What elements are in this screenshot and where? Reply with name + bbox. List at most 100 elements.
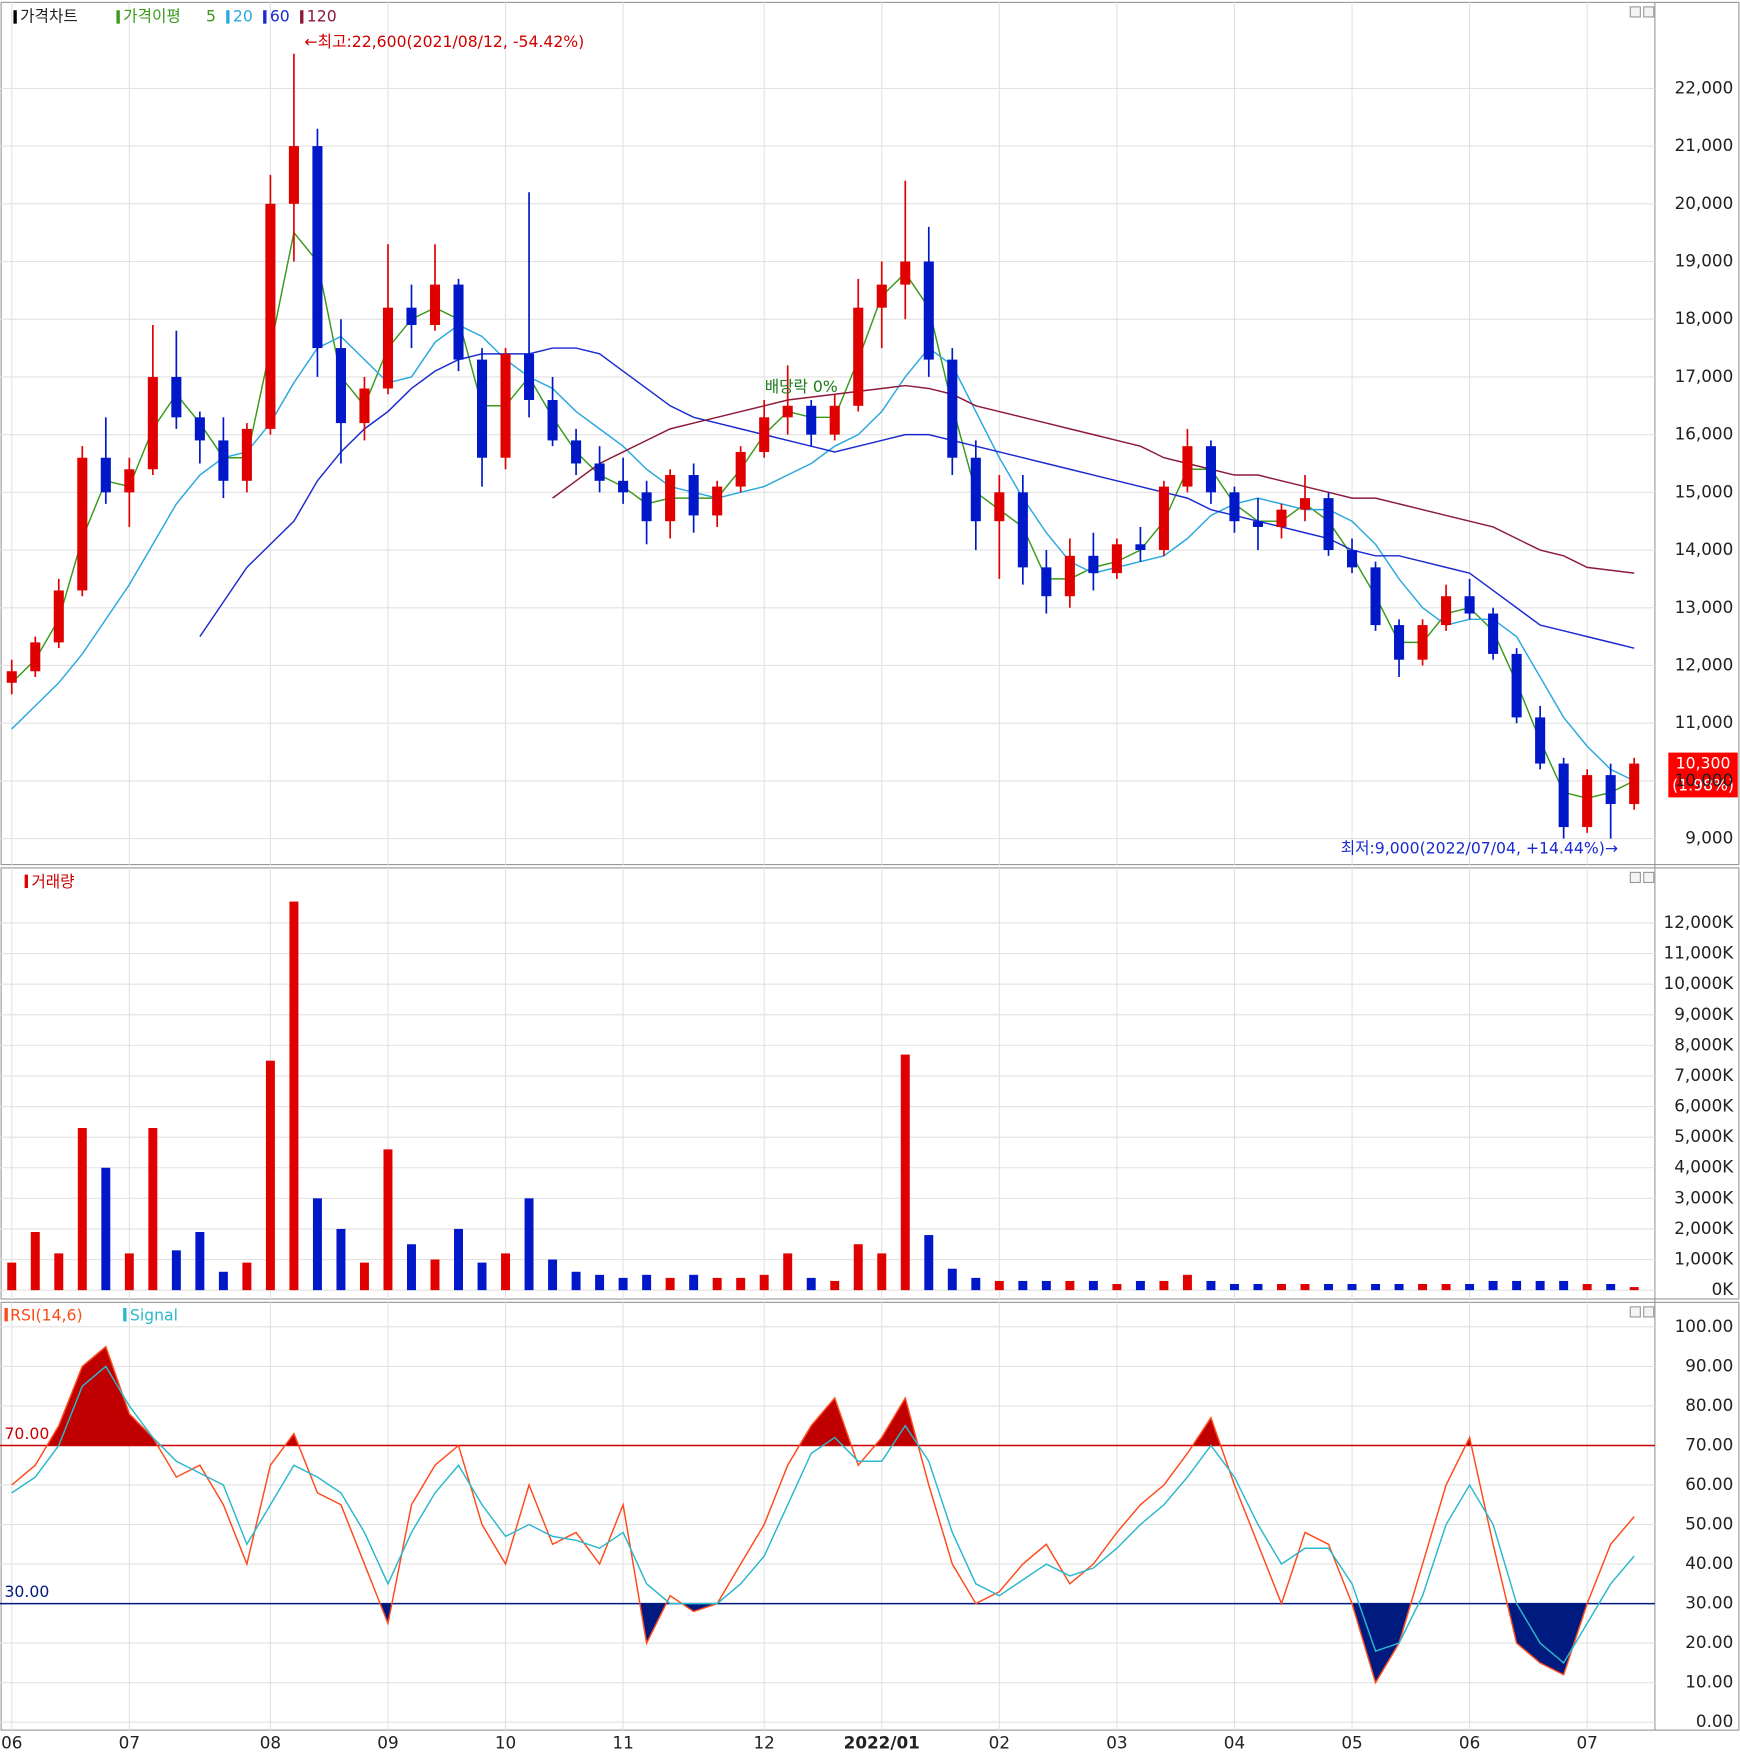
moving-average [552,384,1635,574]
volume-bar [900,1054,910,1291]
y-tick-label: 13,000 [1675,597,1734,617]
volume-bar [665,1277,675,1291]
candle-body [124,469,135,493]
volume-bar [1088,1280,1098,1291]
volume-bar [1206,1280,1216,1291]
y-tick-label: 22,000 [1675,77,1734,97]
volume-bar [1277,1284,1286,1291]
panel-button [1629,1306,1641,1318]
volume-bar [195,1232,205,1291]
volume-bar [736,1277,746,1291]
legend: 가격차트 가격이평 5 20 60 120 거래량 RSI(14,6) Sign… [4,6,337,1324]
price-tag-value: 10,300 [1676,753,1731,772]
volume-bar [1488,1280,1498,1291]
volume-bar [783,1253,793,1291]
x-tick-label: 12 [754,1733,775,1753]
y-tick-label: 1,000K [1674,1249,1734,1269]
volume-bar [994,1280,1004,1291]
y-tick-label: 10,000 [1675,770,1734,790]
volume-bar [1559,1280,1569,1291]
volume-bar [1582,1284,1592,1291]
panel-button [1643,6,1655,18]
y-tick-label: 7,000K [1674,1065,1734,1085]
high-annotation: ←최고:22,600(2021/08/12, -54.42%) [305,32,585,51]
volume-panel [0,867,1740,1300]
y-tick-label: 40.00 [1685,1553,1733,1573]
volume-bar [1159,1280,1169,1291]
moving-average [11,324,1635,782]
volume-bar [806,1277,816,1291]
volume-bar [477,1262,487,1291]
volume-bar [924,1235,934,1291]
legend-icon [24,874,28,889]
candle-body [1511,653,1522,718]
volume-bar [1300,1284,1310,1291]
candle-body [241,428,252,481]
y-tick-label: 3,000K [1674,1187,1734,1207]
candle-body [806,405,817,435]
x-tick-label: 06 [1,1733,22,1753]
candle-body [500,353,511,458]
volume-bar [712,1277,722,1291]
candle-body [53,590,64,643]
y-tick-label: 12,000 [1675,654,1734,674]
y-tick-label: 10,000K [1664,973,1735,993]
panel-button [1629,6,1641,18]
y-tick-label: 100.00 [1675,1316,1734,1336]
volume-bar [1418,1284,1428,1291]
x-tick-label: 10 [495,1733,516,1753]
volume-bar [1371,1284,1381,1291]
y-tick-label: 9,000K [1674,1004,1734,1024]
candle-body [923,261,934,360]
legend-entry: 5 [206,6,216,25]
candle-body [547,400,558,441]
volume-bar [407,1244,416,1291]
volume-bar [171,1250,181,1291]
volume-bar [242,1262,252,1291]
y-tick-label: 20.00 [1685,1632,1733,1652]
y-tick-label: 0K [1712,1279,1735,1299]
volume-bar [289,901,299,1291]
x-tick-label: 06 [1459,1733,1480,1753]
x-tick-label: 2022/01 [844,1733,920,1753]
candle-body [359,388,370,424]
x-tick-label: 05 [1341,1733,1362,1753]
candle-body [218,440,229,481]
volume-bar [1512,1280,1522,1291]
candle-body [1111,544,1122,574]
volume-bar [430,1259,440,1291]
x-tick-label: 08 [260,1733,281,1753]
volume-bar [1229,1284,1239,1291]
low-annotation: 최저:9,000(2022/07/04, +14.44%)→ [1341,838,1618,857]
candle-body [853,307,864,406]
candle-body [524,353,535,401]
legend-entry: 120 [307,6,337,25]
legend-icon [300,10,304,24]
candle-body [30,642,41,672]
candle-body [712,486,723,516]
y-tick-label: 0.00 [1696,1711,1733,1731]
candle-body [1417,625,1428,660]
y-tick-label: 5,000K [1674,1126,1734,1146]
volume-bar [336,1228,346,1291]
indicator-line [11,1345,1635,1685]
price-panel [0,1,1740,866]
candle-body [1558,763,1569,828]
candle-body [688,475,699,516]
x-tick-label: 07 [1576,1733,1597,1753]
volume-bar [524,1198,534,1291]
candle-body [1135,544,1146,551]
volume-bar [595,1274,605,1291]
candle-body [1441,596,1452,626]
legend-entry: RSI(14,6) [10,1305,83,1324]
candle-body [1229,492,1240,522]
volume-bar [30,1232,40,1291]
y-tick-label: 11,000 [1675,712,1734,732]
x-tick-label: 04 [1224,1733,1245,1753]
legend-ma-label: 가격이평 [123,6,181,25]
legend-entry: 20 [233,6,253,25]
candle-body [429,284,441,325]
candle-body [476,359,488,458]
